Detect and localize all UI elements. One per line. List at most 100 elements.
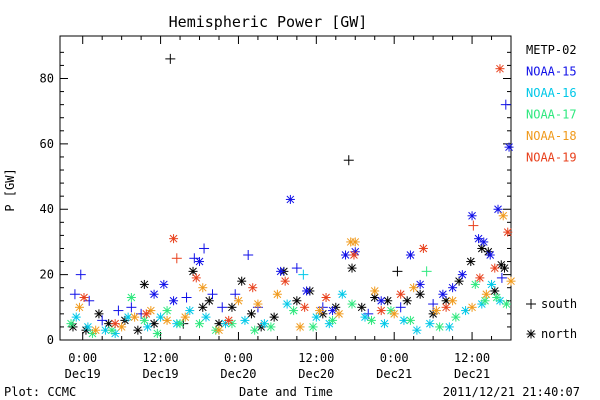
plot-timestamp: 2011/12/21 21:40:07 xyxy=(443,385,580,399)
star-d2 xyxy=(490,264,499,272)
data-point-north xyxy=(100,325,110,335)
star-d2 xyxy=(146,306,155,315)
star-d2 xyxy=(108,326,116,335)
data-point-north xyxy=(214,325,224,335)
x-tick-date-label: Dec21 xyxy=(454,367,490,381)
y-tick-label: 20 xyxy=(40,268,54,282)
star-d2 xyxy=(281,277,290,286)
data-point-north xyxy=(501,299,511,309)
star-d2 xyxy=(380,319,389,328)
star-d2 xyxy=(482,290,491,299)
x-tick-time-label: 0:00 xyxy=(224,351,253,365)
data-point-north xyxy=(285,194,295,204)
data-point-north xyxy=(498,211,508,221)
data-point-north xyxy=(133,325,143,335)
legend-entry: NOAA-18 xyxy=(526,129,577,143)
data-point-north xyxy=(481,289,491,299)
data-point-north xyxy=(412,325,422,335)
data-point-north xyxy=(282,299,292,309)
star-d2 xyxy=(468,211,476,220)
data-point-north xyxy=(71,312,81,322)
star-d2 xyxy=(461,306,470,315)
legend-marker-star xyxy=(526,329,536,339)
y-axis: 0 20 40 60 80 xyxy=(40,51,511,347)
x-tick-date-label: Dec20 xyxy=(298,367,334,381)
data-point-north xyxy=(444,322,454,332)
data-point-north xyxy=(490,263,500,273)
star-d2 xyxy=(406,316,415,325)
data-point-north xyxy=(300,302,310,312)
y-tick-label: 0 xyxy=(47,333,54,347)
data-point-north xyxy=(289,306,299,316)
star-d2 xyxy=(250,326,259,335)
star-d2 xyxy=(502,300,511,308)
legend-entry: NOAA-17 xyxy=(526,108,577,122)
data-point-south xyxy=(217,302,228,313)
star-d2 xyxy=(413,326,421,335)
legend-entry: NOAA-16 xyxy=(526,86,577,100)
star-d2 xyxy=(475,274,484,282)
star-d2 xyxy=(215,326,223,335)
data-point-north xyxy=(409,283,419,293)
star-d2 xyxy=(181,313,190,321)
star-d2 xyxy=(496,64,504,73)
data-point-south xyxy=(395,302,406,313)
star-d2 xyxy=(150,290,158,299)
data-point-north xyxy=(315,306,325,316)
star-d2 xyxy=(419,244,428,253)
star-d2 xyxy=(351,238,360,246)
data-point-north xyxy=(302,286,312,296)
star-d2 xyxy=(328,306,337,315)
star-d2 xyxy=(426,319,434,328)
star-d2 xyxy=(237,277,246,286)
x-axis-label: Date and Time xyxy=(239,385,333,399)
star-d2 xyxy=(198,303,207,312)
data-point-south xyxy=(207,289,218,300)
data-point-north xyxy=(334,309,344,319)
star-d2 xyxy=(142,309,151,318)
star-d2 xyxy=(189,267,197,276)
star-d2 xyxy=(348,264,356,272)
star-d2 xyxy=(169,234,178,243)
star-d2 xyxy=(499,211,508,220)
star-d2 xyxy=(357,303,366,312)
data-point-north xyxy=(467,302,477,312)
series-noaa-16 xyxy=(71,269,505,338)
data-point-south xyxy=(199,243,210,254)
star-d2 xyxy=(445,323,454,331)
data-point-north xyxy=(191,273,201,283)
data-point-north xyxy=(237,276,247,286)
star-d2 xyxy=(254,300,262,308)
data-point-north xyxy=(503,227,513,237)
data-point-north xyxy=(485,250,495,260)
legend: METP-02 NOAA-15 NOAA-16 NOAA-17 NOAA-18 NOAA-… xyxy=(526,43,577,165)
star-d2 xyxy=(117,323,126,331)
legend-entry: METP-02 xyxy=(526,43,577,57)
star-d2 xyxy=(215,319,223,328)
data-point-south xyxy=(291,263,302,274)
data-point-north xyxy=(94,309,104,319)
star-d2 xyxy=(224,316,233,325)
star-d2 xyxy=(400,316,408,325)
data-point-north xyxy=(269,312,279,322)
data-point-south xyxy=(165,53,176,64)
star-d2 xyxy=(466,257,475,266)
x-axis: 0:00 Dec19 12:00 Dec19 0:00 Dec20 12:00 Dec20 0:… xyxy=(65,36,493,381)
star-d2 xyxy=(248,283,257,292)
data-point-north xyxy=(227,302,237,312)
data-point-north xyxy=(91,325,101,335)
star-d2 xyxy=(95,309,103,318)
star-d2 xyxy=(490,287,499,295)
data-point-north xyxy=(441,296,451,306)
star-d2 xyxy=(370,287,379,295)
data-point-north xyxy=(492,293,502,303)
data-point-south xyxy=(392,266,403,277)
star-d2 xyxy=(361,313,369,321)
x-tick-date-label: Dec19 xyxy=(143,367,179,381)
star-d2 xyxy=(458,270,467,279)
data-point-north xyxy=(126,293,136,303)
y-tick-label: 40 xyxy=(40,202,54,216)
data-point-north xyxy=(83,322,93,332)
star-d2 xyxy=(348,300,356,308)
